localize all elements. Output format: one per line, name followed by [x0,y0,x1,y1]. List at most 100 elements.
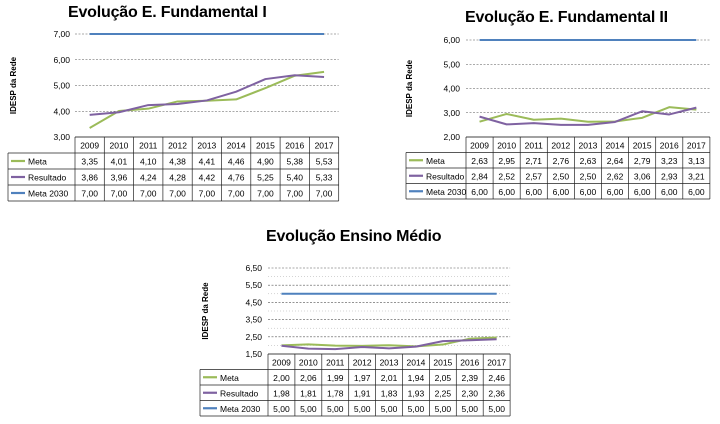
chart-1-ytick-label: 5,00 [53,81,70,91]
chart-3-xtick-label: 2013 [380,357,399,367]
chart-3-resultado-value: 2,25 [435,388,452,398]
chart-1-xtick-label: 2012 [168,141,187,151]
chart-3-resultado-value: 1,78 [327,388,344,398]
chart-1-xtick-label: 2016 [285,141,304,151]
chart-3-resultado-value: 2,36 [488,388,505,398]
chart-3-legend-meta-label: Meta [220,373,239,383]
chart-2-legend-resultado-label: Resultado [426,171,465,181]
chart-1-xtick-label: 2011 [139,141,158,151]
chart-2-xtick-label: 2010 [497,140,516,150]
chart-3-meta-value: 1,94 [408,373,425,383]
chart-1-meta-value: 5,38 [286,157,303,167]
chart-1-xtick-label: 2017 [315,141,334,151]
chart-3-series-resultado-line [281,338,497,351]
chart-3-meta-2030-value: 5,00 [354,404,371,414]
chart-2-meta-2030-value: 6,00 [525,187,542,197]
chart-2-meta-value: 2,79 [634,156,651,166]
chart-3-meta-value: 2,05 [435,373,452,383]
chart-2-xtick-label: 2017 [687,140,706,150]
chart-1-legend-meta-label: Meta [28,157,47,167]
chart-2-meta-value: 3,13 [688,156,705,166]
chart-3-meta-2030-value: 5,00 [300,404,317,414]
chart-2-resultado-value: 2,52 [498,171,515,181]
chart-3-resultado-value: 2,30 [461,388,478,398]
chart-2-meta-2030-value: 6,00 [607,187,624,197]
chart-3-xtick-label: 2014 [406,357,425,367]
chart-2-xtick-label: 2015 [633,140,652,150]
chart-1-resultado-value: 4,42 [199,173,216,183]
chart-1-meta-value: 5,53 [316,157,333,167]
chart-1-resultado-value: 3,86 [81,173,98,183]
chart-2-xtick-label: 2016 [660,140,679,150]
chart-2-ylabel: IDESP da Rede [405,59,414,117]
chart-3-xtick-label: 2009 [272,357,291,367]
chart-2-meta-2030-value: 6,00 [553,187,570,197]
chart-2-resultado-value: 2,93 [661,171,678,181]
chart-2-xtick-label: 2013 [578,140,597,150]
chart-3-meta-value: 1,97 [354,373,371,383]
chart-1-resultado-value: 4,28 [169,173,186,183]
chart-3-ytick-label: 1,50 [245,349,262,359]
chart-2-title: Evolução E. Fundamental II [465,9,668,26]
chart-3-meta-value: 2,46 [488,373,505,383]
chart-3-meta-2030-value: 5,00 [327,404,344,414]
chart-1-meta-2030-value: 7,00 [257,189,274,199]
chart-2-resultado-value: 3,06 [634,171,651,181]
chart-2-ytick-label: 2,00 [443,132,460,142]
chart-1-meta-2030-value: 7,00 [228,189,245,199]
chart-2-meta-value: 2,64 [607,156,624,166]
chart-3-xtick-label: 2016 [460,357,479,367]
chart-3-ylabel: IDESP da Rede [201,282,210,340]
chart-2-resultado-value: 3,21 [688,171,705,181]
chart-1-meta-2030-value: 7,00 [286,189,303,199]
chart-1-meta-2030-value: 7,00 [169,189,186,199]
chart-3-resultado-value: 1,93 [408,388,425,398]
chart-1-meta-value: 4,01 [111,157,128,167]
chart-1-ylabel: IDESP da Rede [9,56,18,114]
chart-2-meta-value: 2,63 [471,156,488,166]
chart-3-ytick-label: 5,50 [245,280,262,290]
chart-2-xtick-label: 2009 [470,140,489,150]
chart-1-meta-value: 4,90 [257,157,274,167]
chart-2-meta-2030-value: 6,00 [634,187,651,197]
chart-1-meta-value: 4,46 [228,157,245,167]
chart-2-meta-2030-value: 6,00 [688,187,705,197]
chart-2-series-resultado-line [479,106,697,126]
chart-3-resultado-value: 1,91 [354,388,371,398]
chart-1-legend-resultado-label: Resultado [28,173,67,183]
chart-2-meta-2030-value: 6,00 [580,187,597,197]
chart-3-meta-value: 2,00 [273,373,290,383]
chart-1-resultado-value: 4,24 [140,173,157,183]
chart-3-ytick-label: 3,50 [245,315,262,325]
chart-1-series-resultado-line [89,74,325,116]
chart-3-legend-meta-2030-label: Meta 2030 [220,404,260,414]
chart-2-meta-value: 3,23 [661,156,678,166]
chart-1-resultado-value: 4,76 [228,173,245,183]
chart-2-meta-2030-value: 6,00 [471,187,488,197]
chart-3-meta-2030-value: 5,00 [488,404,505,414]
chart-3-ytick-label: 2,50 [245,332,262,342]
chart-2-meta-value: 2,71 [525,156,542,166]
chart-3-ytick-label: 6,50 [245,263,262,273]
chart-3-meta-value: 2,06 [300,373,317,383]
chart-3-resultado-value: 1,83 [381,388,398,398]
chart-1-ytick-label: 3,00 [53,132,70,142]
chart-2-resultado-value: 2,50 [553,171,570,181]
chart-1-title: Evolução E. Fundamental I [68,4,267,21]
chart-1-xtick-label: 2015 [256,141,275,151]
chart-2-meta-value: 2,63 [580,156,597,166]
chart-1-resultado-value: 5,33 [316,173,333,183]
chart-3-meta-value: 2,39 [461,373,478,383]
chart-1-meta-2030-value: 7,00 [316,189,333,199]
chart-1-xtick-label: 2014 [227,141,246,151]
chart-1-meta-2030-value: 7,00 [81,189,98,199]
chart-2-xtick-label: 2012 [551,140,570,150]
chart-2-ytick-label: 4,00 [443,84,460,94]
chart-3-xtick-label: 2017 [487,357,506,367]
chart-1-meta-value: 4,41 [199,157,216,167]
chart-3-series-meta-line [281,336,497,348]
chart-2-resultado-value: 2,50 [580,171,597,181]
chart-3-svg: IDESP da Rede 1,50 2,50 3,50 4,50 5,50 6,50 200… [199,263,511,417]
chart-3-xtick-label: 2015 [433,357,452,367]
chart-3-meta-2030-value: 5,00 [461,404,478,414]
